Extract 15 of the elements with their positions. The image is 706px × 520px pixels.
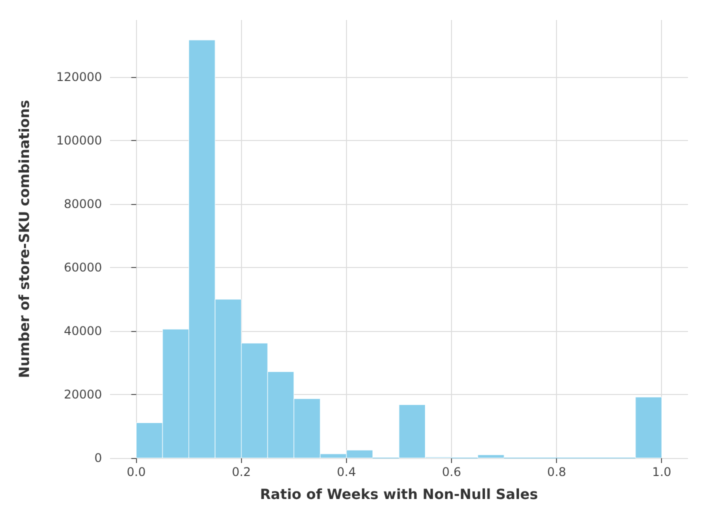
x-tick-label: 0.8 [547, 465, 566, 479]
x-tick-label: 1.0 [652, 465, 672, 479]
x-tick-label: 0.0 [126, 465, 146, 479]
x-axis-title: Ratio of Weeks with Non-Null Sales [260, 487, 538, 503]
y-tick-label: 40000 [64, 324, 102, 338]
y-tick-label: 100000 [56, 134, 102, 148]
x-tick-label: 0.4 [336, 465, 356, 479]
y-tick-label: 60000 [64, 260, 102, 275]
y-tick-label: 120000 [56, 70, 102, 84]
x-tick-label: 0.2 [232, 465, 251, 479]
y-tick-label: 20000 [64, 388, 102, 402]
x-tick-label: 0.6 [442, 465, 462, 479]
y-tick-label: 0 [94, 451, 102, 465]
y-axis-title: Number of store-SKU combinations [17, 100, 33, 378]
y-tick-label: 80000 [64, 197, 102, 212]
